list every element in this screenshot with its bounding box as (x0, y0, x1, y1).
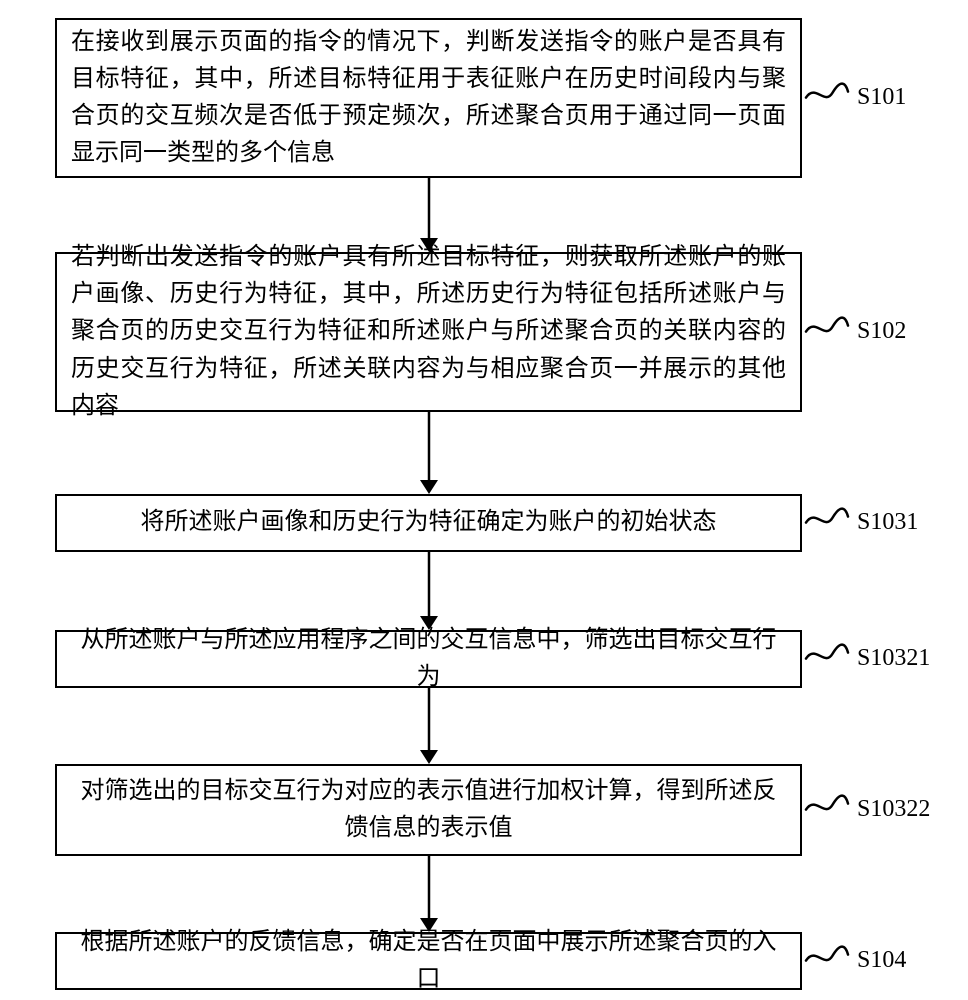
flow-step-text: 从所述账户与所述应用程序之间的交互信息中，筛选出目标交互行为 (71, 622, 786, 696)
flow-step-id-label: S102 (857, 318, 906, 345)
flowchart-canvas: 在接收到展示页面的指令的情况下，判断发送指令的账户是否具有目标特征，其中，所述目… (0, 0, 968, 1000)
flow-arrow (414, 552, 444, 630)
flow-step-id-label: S10322 (857, 796, 930, 823)
flow-step-text: 对筛选出的目标交互行为对应的表示值进行加权计算，得到所述反馈信息的表示值 (71, 773, 786, 847)
connector-tilde (804, 82, 850, 106)
flow-step-id-label: S104 (857, 947, 906, 974)
flow-step-id-label: S101 (857, 84, 906, 111)
flow-step-box: 根据所述账户的反馈信息，确定是否在页面中展示所述聚合页的入口 (55, 932, 802, 990)
connector-tilde (804, 507, 850, 531)
flow-step-box: 若判断出发送指令的账户具有所述目标特征，则获取所述账户的账户画像、历史行为特征，… (55, 252, 802, 412)
flow-step-box: 在接收到展示页面的指令的情况下，判断发送指令的账户是否具有目标特征，其中，所述目… (55, 18, 802, 178)
flow-step-id-label: S10321 (857, 645, 930, 672)
flow-step-text: 若判断出发送指令的账户具有所述目标特征，则获取所述账户的账户画像、历史行为特征，… (71, 239, 786, 425)
flow-step-text: 在接收到展示页面的指令的情况下，判断发送指令的账户是否具有目标特征，其中，所述目… (71, 24, 786, 173)
flow-step-text: 根据所述账户的反馈信息，确定是否在页面中展示所述聚合页的入口 (71, 924, 786, 998)
connector-tilde (804, 316, 850, 340)
connector-tilde (804, 945, 850, 969)
flow-step-box: 将所述账户画像和历史行为特征确定为账户的初始状态 (55, 494, 802, 552)
flow-arrow (414, 856, 444, 932)
flow-step-id-label: S1031 (857, 509, 918, 536)
connector-tilde (804, 643, 850, 667)
connector-tilde (804, 794, 850, 818)
flow-step-text: 将所述账户画像和历史行为特征确定为账户的初始状态 (141, 504, 717, 541)
flow-step-box: 对筛选出的目标交互行为对应的表示值进行加权计算，得到所述反馈信息的表示值 (55, 764, 802, 856)
flow-arrow (414, 688, 444, 764)
flow-step-box: 从所述账户与所述应用程序之间的交互信息中，筛选出目标交互行为 (55, 630, 802, 688)
